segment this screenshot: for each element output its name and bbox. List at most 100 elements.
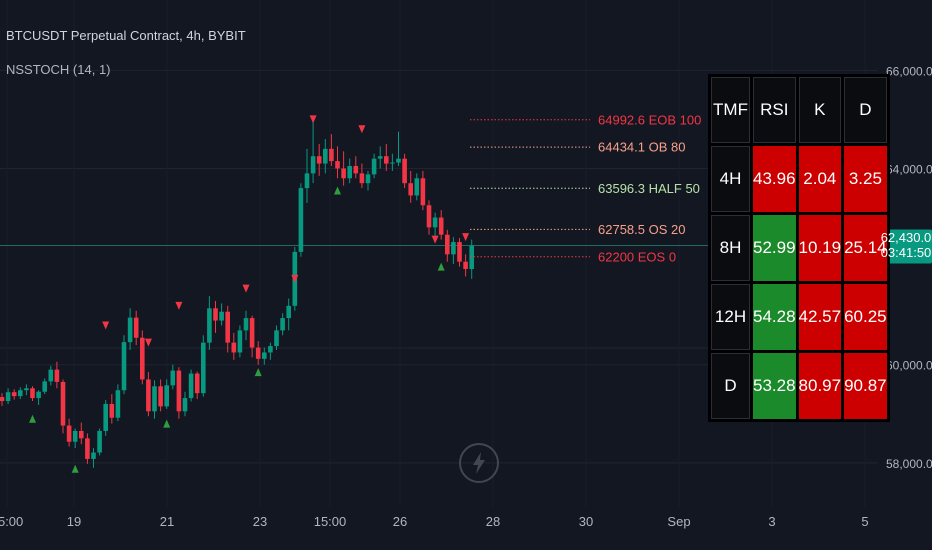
candle-body xyxy=(158,386,163,407)
header-k: K xyxy=(798,77,842,143)
candle-body xyxy=(262,352,267,359)
candle-body xyxy=(176,370,182,412)
header-tmf: TMF xyxy=(711,77,750,143)
indicator-label: NSSTOCH (14, 1) xyxy=(6,62,111,77)
level-label: 64992.6 EOB 100 xyxy=(598,112,701,127)
candle-body xyxy=(377,156,383,159)
timeframe-cell: 12H xyxy=(711,284,750,350)
candle-body xyxy=(353,166,359,174)
candle-body xyxy=(170,370,176,386)
candle-body xyxy=(66,425,72,442)
candle-body xyxy=(115,390,121,418)
level-label: 64434.1 OB 80 xyxy=(598,140,685,155)
lightning-icon xyxy=(473,452,485,474)
candle-body xyxy=(469,245,474,270)
rsi-cell: 52.99 xyxy=(753,215,796,281)
candle-body xyxy=(463,261,468,270)
candle-body xyxy=(341,168,346,179)
candle-body xyxy=(414,178,420,196)
candle-body xyxy=(30,388,35,399)
candle-body xyxy=(243,318,249,331)
candle-body xyxy=(11,392,17,397)
candle-body xyxy=(371,158,377,175)
candle-body xyxy=(182,398,188,412)
candle-body xyxy=(146,379,151,412)
y-tick-label: 58,000.0 xyxy=(886,457,932,471)
rsi-cell: 43.96 xyxy=(753,146,796,212)
candle-body xyxy=(402,158,407,184)
candle-body xyxy=(316,156,322,164)
level-label: 62758.5 OS 20 xyxy=(598,222,685,237)
candle-body xyxy=(304,173,310,189)
y-tick-label: 60,000.0 xyxy=(886,359,932,373)
candle-body xyxy=(298,188,304,252)
sell-signal-marker xyxy=(175,301,183,310)
candle-body xyxy=(255,347,261,359)
x-tick-label: 5 xyxy=(861,514,868,529)
timeframe-cell: 4H xyxy=(711,146,750,212)
candle-body xyxy=(359,173,365,184)
level-label: 62200 EOS 0 xyxy=(598,249,676,264)
timeframe-cell: 8H xyxy=(711,215,750,281)
candle-body xyxy=(335,161,340,169)
buy-signal-marker xyxy=(334,186,341,195)
candle-body xyxy=(225,311,230,343)
x-tick-label: 15:00 xyxy=(314,514,347,529)
x-tick-label: 23 xyxy=(253,514,267,529)
x-tick-label: 3 xyxy=(768,514,775,529)
buy-signal-marker xyxy=(29,414,36,423)
candle-body xyxy=(18,390,23,397)
last-price-badge: 62,430.0 03:41:50 xyxy=(880,230,932,260)
x-tick-label: 15:00 xyxy=(0,514,23,529)
d-cell: 3.25 xyxy=(844,146,887,212)
candle-body xyxy=(219,311,224,321)
candle-body xyxy=(42,381,47,392)
candle-body xyxy=(194,373,200,394)
last-price-badge-bg xyxy=(880,229,932,264)
watermark-logo xyxy=(459,443,499,483)
chart-title: BTCUSDT Perpetual Contract, 4h, BYBIT xyxy=(6,28,246,43)
d-cell: 60.25 xyxy=(844,284,887,350)
d-cell: 90.87 xyxy=(844,353,887,419)
k-cell: 10.19 xyxy=(798,215,842,281)
candle-body xyxy=(24,388,29,391)
candle-body xyxy=(103,403,108,431)
candle-body xyxy=(451,242,456,255)
candle-body xyxy=(85,438,90,459)
sell-signal-marker xyxy=(462,233,470,242)
candle-body xyxy=(121,342,127,391)
k-cell: 2.04 xyxy=(798,146,842,212)
x-tick-label: 19 xyxy=(67,514,81,529)
candle-body xyxy=(91,452,96,459)
candle-body xyxy=(127,317,133,343)
sell-signal-marker xyxy=(242,284,250,293)
buy-signal-marker xyxy=(437,262,445,271)
candle-body xyxy=(396,158,401,163)
candle-body xyxy=(109,403,115,418)
candle-body xyxy=(420,178,426,206)
candle-body xyxy=(48,369,54,382)
candle-body xyxy=(207,308,212,343)
candle-body xyxy=(426,205,432,228)
candle-body xyxy=(268,346,273,353)
candle-body xyxy=(329,148,334,162)
candle-body xyxy=(0,397,5,402)
x-tick-label: 21 xyxy=(160,514,174,529)
rsi-cell: 54.28 xyxy=(753,284,796,350)
candle-body xyxy=(384,156,389,164)
candle-body xyxy=(274,330,279,347)
buy-signal-marker xyxy=(163,419,171,428)
buy-signal-marker xyxy=(71,464,79,473)
x-tick-label: Sep xyxy=(667,514,690,529)
stats-table: TMF RSI K D 4H 43.96 2.04 3.25 8H 52.99 … xyxy=(708,74,890,422)
candle-body xyxy=(5,392,11,402)
buy-signal-marker xyxy=(254,368,262,377)
candle-body xyxy=(280,318,285,331)
sell-signal-marker xyxy=(309,115,317,124)
candle-body xyxy=(60,381,66,426)
candle-body xyxy=(445,234,450,255)
x-tick-label: 26 xyxy=(393,514,407,529)
candle-body xyxy=(188,373,194,399)
sell-signal-marker xyxy=(144,338,152,347)
